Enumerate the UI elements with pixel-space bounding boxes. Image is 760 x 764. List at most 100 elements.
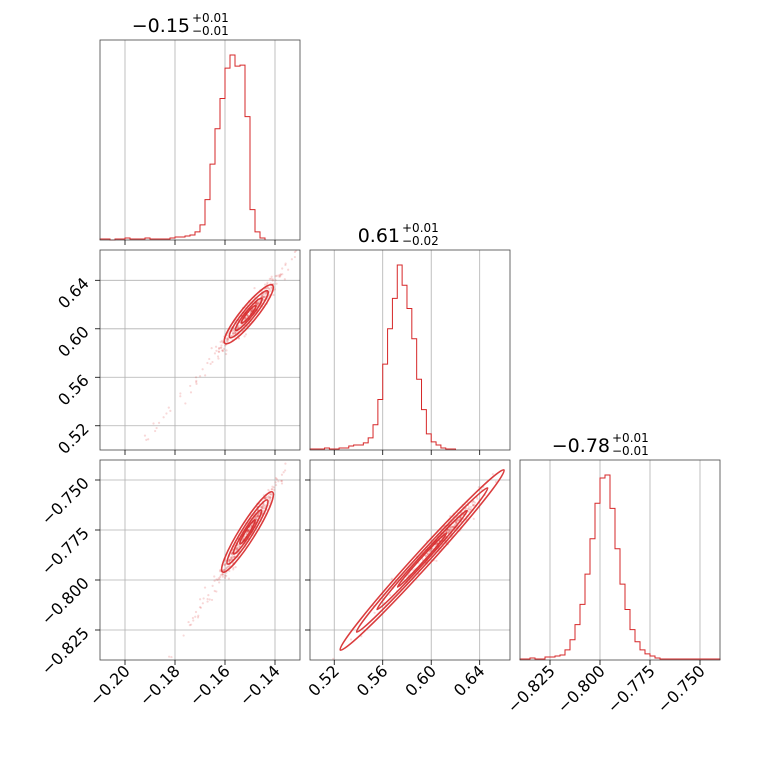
sample-point	[152, 422, 155, 425]
sample-point	[262, 509, 265, 513]
sample-point	[225, 337, 228, 340]
sample-point	[227, 339, 230, 342]
sample-point	[266, 286, 269, 290]
sample-point	[469, 505, 473, 509]
sample-point	[182, 634, 185, 637]
sample-point	[266, 281, 269, 284]
sample-point	[237, 337, 241, 340]
sample-point	[225, 567, 228, 571]
sample-point	[227, 565, 230, 568]
sample-point	[224, 574, 227, 577]
sample-point	[453, 523, 457, 527]
sample-point	[165, 412, 168, 415]
sample-point	[224, 344, 227, 347]
sample-point	[243, 335, 246, 338]
sample-point	[230, 557, 233, 560]
sample-point	[232, 331, 235, 335]
sample-point	[231, 553, 234, 557]
sample-point	[218, 581, 221, 584]
title-1-plus: +0.01	[402, 221, 439, 235]
sample-point	[277, 480, 280, 483]
sample-point	[279, 273, 282, 276]
sample-point	[278, 275, 281, 278]
sample-point	[250, 309, 253, 312]
sample-point	[245, 532, 249, 535]
panel-0-0: −0.15 +0.01−0.01	[99, 11, 301, 245]
sample-point	[229, 557, 232, 560]
x-tick-label: 0.60	[401, 661, 440, 700]
sample-point	[246, 314, 249, 317]
sample-point	[472, 500, 475, 503]
sample-point	[388, 594, 392, 597]
sample-point	[448, 528, 452, 531]
contour-2-0-0	[220, 490, 275, 574]
sample-point	[202, 597, 205, 600]
sample-point	[179, 392, 182, 395]
sample-point	[246, 530, 249, 533]
sample-point	[280, 473, 284, 476]
sample-point	[294, 250, 298, 252]
sample-point	[220, 346, 223, 349]
sample-point	[184, 402, 187, 405]
sample-point	[217, 577, 220, 580]
sample-point	[253, 516, 257, 519]
sample-point	[269, 289, 272, 292]
sample-point	[234, 331, 237, 334]
sample-point	[226, 337, 230, 340]
sample-point	[477, 486, 480, 489]
sample-point	[215, 590, 218, 593]
sample-point	[261, 295, 265, 298]
sample-point	[255, 302, 258, 305]
sample-point	[255, 517, 258, 520]
sample-point	[451, 525, 454, 529]
sample-point	[271, 488, 274, 491]
sample-point	[270, 286, 273, 289]
sample-point	[223, 564, 227, 567]
title-0-value: −0.15	[132, 15, 190, 37]
sample-point	[201, 368, 204, 371]
sample-point	[223, 568, 226, 571]
sample-point	[263, 505, 266, 508]
sample-point	[227, 560, 231, 563]
sample-point	[257, 512, 260, 516]
sample-point	[424, 555, 427, 558]
x-tick-label: −0.750	[654, 661, 709, 716]
panel-1-0: 0.52 0.56 0.60 0.64	[54, 249, 301, 458]
sample-point	[256, 515, 260, 518]
x-tick-label: −0.18	[136, 661, 184, 709]
sample-point	[236, 546, 239, 550]
sample-point	[145, 438, 148, 441]
sample-point	[469, 508, 473, 511]
sample-point	[221, 573, 224, 576]
sample-point	[435, 559, 438, 562]
sample-point	[332, 657, 335, 660]
sample-point	[247, 528, 250, 532]
histogram-0	[99, 54, 266, 241]
sample-point	[213, 575, 216, 578]
sample-point	[211, 584, 214, 587]
sample-point	[220, 344, 223, 347]
y-tick-label: −0.775	[38, 523, 93, 578]
sample-point	[293, 250, 297, 254]
sample-point	[213, 589, 216, 593]
sample-point	[143, 434, 147, 437]
panel-2-2: −0.825−0.800−0.775−0.750 −0.78 +0.01−0.01	[504, 431, 721, 717]
sample-point	[451, 526, 455, 529]
sample-point	[243, 535, 246, 539]
sample-point	[244, 317, 247, 320]
sample-point	[253, 287, 256, 290]
sample-point	[263, 295, 266, 299]
sample-point	[264, 293, 267, 296]
x-tick-label: −0.14	[236, 661, 284, 709]
sample-point	[228, 560, 231, 563]
y-tick-label: 0.64	[54, 274, 93, 313]
contour-1-0-0	[223, 283, 275, 345]
sample-point	[208, 598, 211, 601]
sample-point	[454, 521, 457, 524]
sample-point	[269, 496, 272, 499]
sample-point	[274, 279, 277, 282]
contour-1-0-3	[240, 304, 257, 324]
sample-point	[264, 497, 267, 500]
sample-point	[227, 577, 231, 580]
sample-point	[290, 258, 293, 261]
